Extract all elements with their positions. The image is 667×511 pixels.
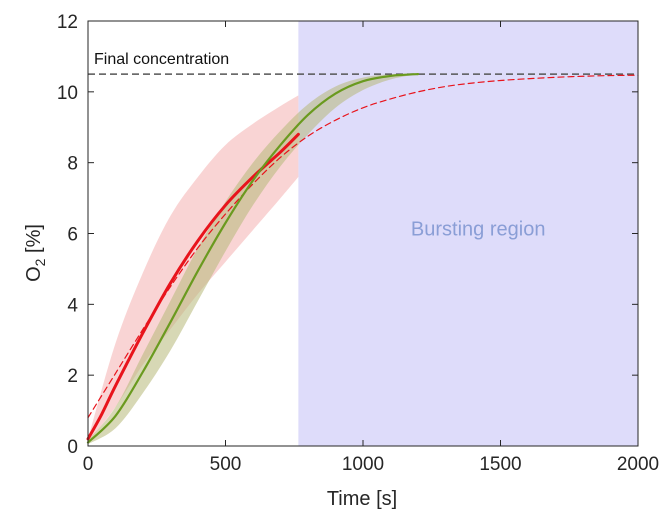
y-axis-title-main: O (23, 266, 45, 282)
plot-layer: Final concentration Bursting region (86, 21, 639, 446)
y-tick-label: 4 (67, 295, 78, 316)
final-concentration-label: Final concentration (94, 51, 229, 68)
y-tick-label: 2 (67, 366, 78, 387)
y-tick-label: 10 (57, 83, 78, 104)
x-tick-label: 0 (83, 454, 94, 475)
y-tick-label: 12 (57, 12, 78, 33)
series-solid-green (86, 73, 420, 444)
y-tick-label: 6 (67, 225, 78, 246)
x-tick-label: 1500 (479, 454, 521, 475)
y-tick-label: 0 (67, 437, 78, 458)
axes-layer: 0 500 1000 1500 2000 0 2 4 6 8 10 12 (57, 12, 659, 475)
x-axis-title: Time [s] (327, 488, 397, 510)
series-dashed-red (87, 74, 639, 419)
x-tick-label: 1000 (342, 454, 384, 475)
x-tick-label: 2000 (617, 454, 659, 475)
y-tick-label: 8 (67, 154, 78, 175)
bursting-region-label: Bursting region (411, 218, 546, 240)
x-tick-label: 500 (210, 454, 242, 475)
y-axis-title: O2 [%] (23, 224, 48, 282)
y-axis-title-unit: [%] (23, 224, 45, 258)
series-solid-red (86, 132, 300, 441)
y-axis-title-sub: 2 (32, 258, 48, 266)
